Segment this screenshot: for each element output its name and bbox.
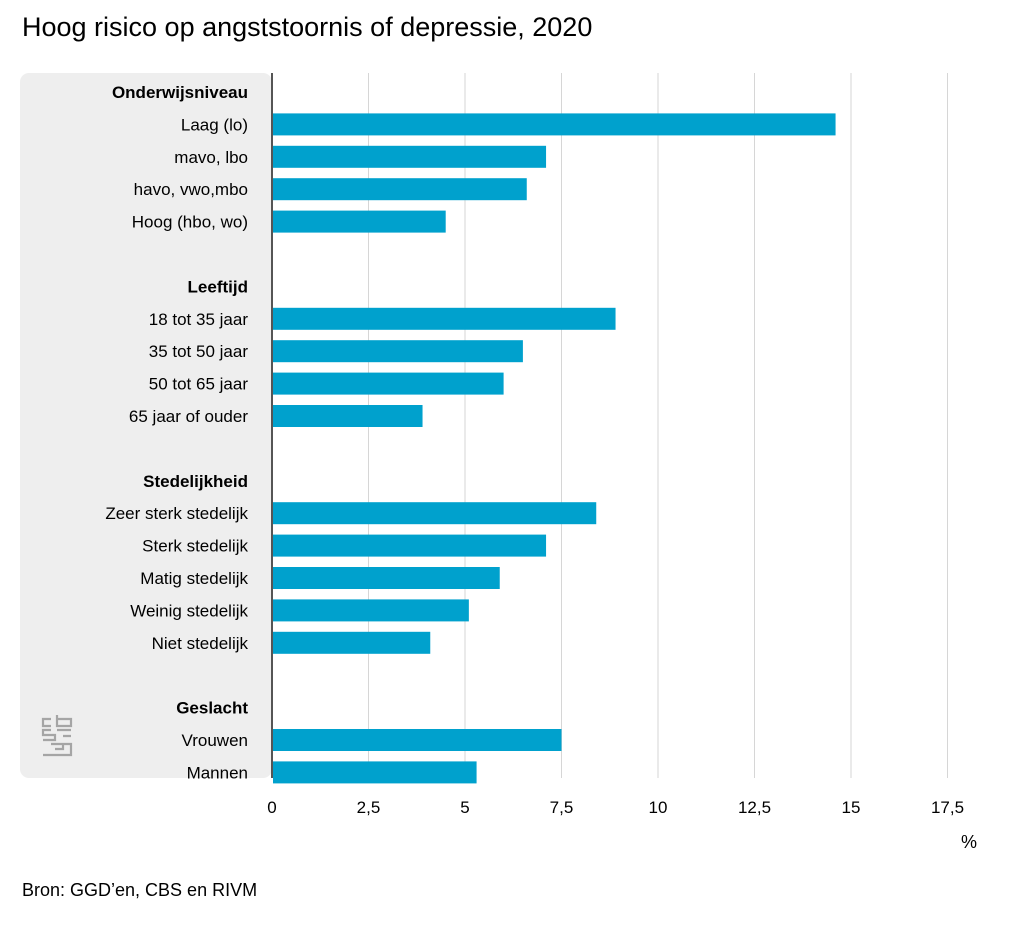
x-axis-unit: % — [961, 832, 978, 852]
category-label: Niet stedelijk — [152, 634, 249, 653]
bar — [273, 178, 527, 201]
x-tick-label: 17,5 — [931, 798, 964, 817]
x-tick-label: 0 — [267, 798, 276, 817]
bar — [273, 567, 500, 589]
bar — [273, 761, 477, 784]
source-note: Bron: GGD’en, CBS en RIVM — [22, 880, 258, 900]
bar — [273, 210, 446, 233]
group-label: Stedelijkheid — [143, 472, 248, 491]
bar — [273, 599, 469, 622]
category-label: 65 jaar of ouder — [129, 407, 248, 426]
category-label: Laag (lo) — [181, 115, 248, 134]
bar — [273, 502, 597, 525]
bar — [273, 729, 562, 751]
x-tick-labels: 0 2,5 5 7,5 10 12,5 15 17,5 — [267, 798, 964, 817]
bar — [273, 405, 423, 427]
category-label: Vrouwen — [182, 731, 248, 750]
cbs-logo-icon — [41, 715, 73, 757]
category-label: Weinig stedelijk — [130, 601, 248, 620]
category-label: havo, vwo,mbo — [134, 180, 248, 199]
category-label: mavo, lbo — [174, 148, 248, 167]
x-tick-label: 12,5 — [738, 798, 771, 817]
bar — [273, 113, 836, 136]
category-label: Zeer sterk stedelijk — [105, 504, 248, 523]
bar — [273, 534, 547, 557]
x-tick-label: 2,5 — [357, 798, 381, 817]
bar — [273, 372, 504, 395]
x-tick-label: 15 — [842, 798, 861, 817]
category-label: 18 tot 35 jaar — [149, 310, 249, 329]
category-label: Mannen — [187, 763, 248, 782]
group-label: Geslacht — [176, 699, 248, 718]
bar — [273, 631, 431, 654]
category-label: Sterk stedelijk — [142, 537, 248, 556]
bar — [273, 145, 547, 168]
bar — [273, 307, 616, 330]
category-labels: Onderwijsniveau Laag (lo) mavo, lbo havo, v… — [105, 83, 248, 782]
x-tick-label: 10 — [649, 798, 668, 817]
category-panel — [20, 73, 272, 778]
x-tick-label: 5 — [460, 798, 469, 817]
chart-title: Hoog risico op angststoornis of depressi… — [22, 12, 593, 42]
category-label: 50 tot 65 jaar — [149, 375, 249, 394]
category-label: 35 tot 50 jaar — [149, 342, 249, 361]
x-tick-label: 7,5 — [550, 798, 574, 817]
category-label: Matig stedelijk — [140, 569, 248, 588]
category-label: Hoog (hbo, wo) — [132, 213, 248, 232]
group-label: Leeftijd — [188, 277, 248, 296]
bars — [273, 113, 836, 784]
group-label: Onderwijsniveau — [112, 83, 248, 102]
bar — [273, 340, 523, 363]
